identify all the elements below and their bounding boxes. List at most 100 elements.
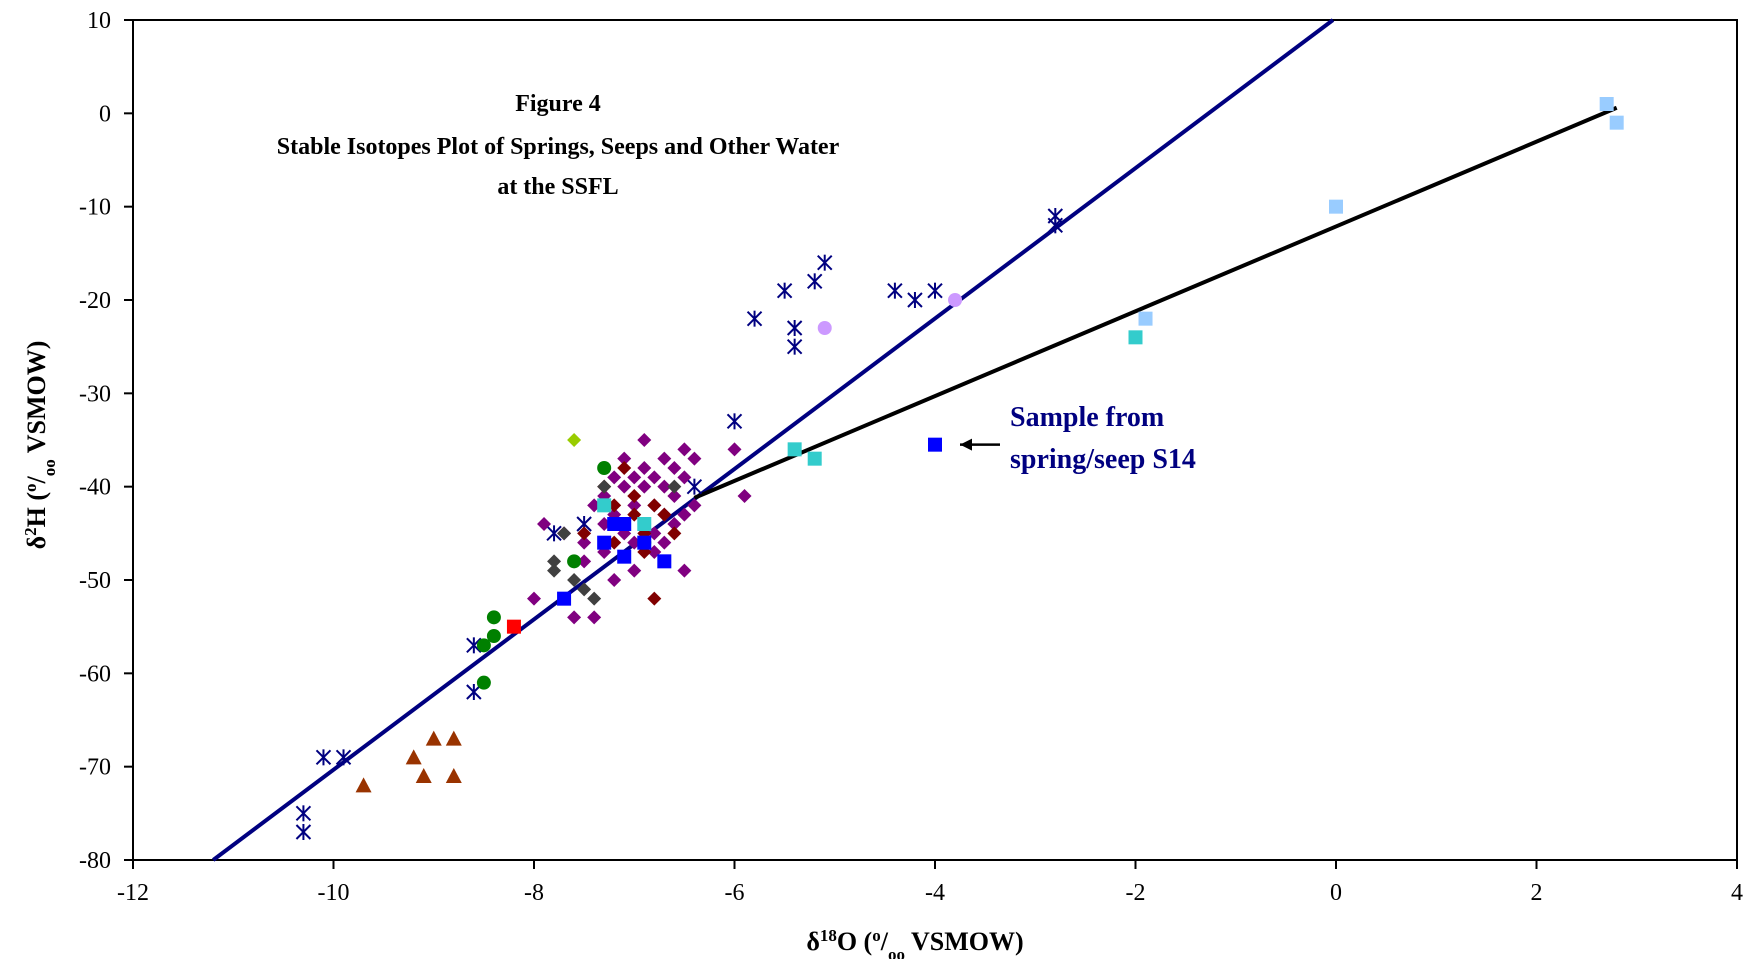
data-point-diamond <box>547 554 562 569</box>
data-point-diamond <box>627 498 642 513</box>
series-star <box>295 208 1064 840</box>
data-point-square <box>807 451 822 466</box>
data-point-circle <box>567 554 582 569</box>
data-point-square <box>1329 199 1343 214</box>
trend-line-1 <box>211 18 1335 862</box>
data-point-star <box>335 749 352 766</box>
data-point-star <box>817 254 833 271</box>
data-point-star <box>686 478 703 495</box>
data-point-circle <box>476 675 491 690</box>
data-point-diamond <box>597 479 612 494</box>
data-point-diamond <box>557 526 572 541</box>
data-point-square <box>1128 330 1143 345</box>
data-point-star <box>806 273 823 290</box>
data-point-diamond <box>627 489 642 503</box>
x-tick-label: 0 <box>1330 880 1342 906</box>
y-tick-label: -60 <box>79 661 111 687</box>
annotation-line-2: spring/seep S14 <box>1010 444 1196 475</box>
series-diamond <box>547 479 682 606</box>
data-point-diamond <box>637 479 652 494</box>
data-point-diamond <box>567 573 582 587</box>
data-point-diamond <box>677 563 692 578</box>
data-point-diamond <box>537 517 552 531</box>
data-point-star <box>546 525 562 542</box>
data-point-triangle <box>425 730 442 746</box>
data-point-diamond <box>657 451 672 466</box>
data-point-square <box>597 535 612 550</box>
data-point-diamond <box>577 582 592 597</box>
data-point-diamond <box>667 479 682 494</box>
data-point-triangle <box>445 730 462 746</box>
data-point-star <box>746 310 763 327</box>
x-tick-label: -8 <box>524 880 544 906</box>
y-tick-label: 10 <box>87 8 111 34</box>
data-point-square <box>617 517 632 531</box>
y-tick-label: -30 <box>79 381 111 407</box>
series-square <box>597 330 1143 531</box>
data-point-diamond <box>667 461 682 475</box>
data-point-star <box>466 684 482 700</box>
data-point-square <box>597 498 612 513</box>
annotation-line-1: Sample from <box>1010 402 1164 433</box>
chart-title: Figure 4 Stable Isotopes Plot of Springs… <box>277 91 840 200</box>
x-tick-label: -6 <box>725 880 745 906</box>
data-point-star <box>295 805 312 822</box>
data-point-triangle <box>445 768 462 783</box>
data-point-diamond <box>587 591 602 606</box>
data-point-star <box>466 637 482 654</box>
data-point-diamond <box>567 433 582 447</box>
data-point-circle <box>597 461 612 475</box>
data-point-square <box>637 535 652 550</box>
data-point-square <box>1609 115 1624 130</box>
data-point-square <box>1599 97 1614 111</box>
data-point-diamond <box>527 591 541 606</box>
title-line-2: Stable Isotopes Plot of Springs, Seeps a… <box>277 134 840 160</box>
x-tick-label: 4 <box>1731 880 1743 906</box>
data-point-diamond <box>737 489 752 503</box>
series-square <box>1138 97 1624 326</box>
data-point-diamond <box>727 442 742 457</box>
series-triangle <box>355 730 462 793</box>
data-point-star <box>786 338 803 355</box>
y-tick-label: -20 <box>79 288 111 314</box>
series-square <box>506 619 521 634</box>
data-point-star <box>786 320 803 336</box>
data-point-diamond <box>647 591 662 606</box>
annotation-arrow <box>960 438 1000 451</box>
data-point-diamond <box>637 433 652 447</box>
data-point-square <box>637 517 652 531</box>
series-square <box>557 437 942 606</box>
data-point-star <box>726 413 743 430</box>
series-circle <box>817 293 963 335</box>
axes: -12 -10 -8 -6 -4 -2 0 2 4100-10-20-30-40-50-60-7… <box>79 8 1743 906</box>
data-point-triangle <box>415 768 432 783</box>
data-point-star <box>295 824 312 840</box>
x-axis-title: δ18O (o/oo VSMOW) <box>806 926 1023 959</box>
y-tick-label: -70 <box>79 755 111 781</box>
data-point-square <box>617 549 632 564</box>
data-point-diamond <box>687 451 702 466</box>
data-point-square <box>1138 311 1153 326</box>
x-tick-label: -4 <box>925 880 945 906</box>
data-point-diamond <box>567 610 582 625</box>
trend-line-2 <box>693 105 1618 500</box>
data-point-circle <box>948 293 963 307</box>
y-tick-label: 0 <box>99 101 111 127</box>
data-point-diamond <box>677 507 692 522</box>
data-point-diamond <box>607 573 622 587</box>
data-point-diamond <box>647 498 662 513</box>
data-point-square <box>506 619 521 634</box>
data-markers <box>295 97 1624 840</box>
data-point-diamond <box>577 554 592 569</box>
data-point-diamond <box>677 470 692 485</box>
data-point-diamond <box>647 470 662 485</box>
data-point-star <box>907 292 923 308</box>
data-point-diamond <box>667 517 682 531</box>
data-point-diamond <box>687 498 702 513</box>
title-line-1: Figure 4 <box>515 91 601 117</box>
data-point-square <box>787 442 802 457</box>
data-point-diamond <box>617 451 632 466</box>
data-point-star <box>927 282 943 299</box>
data-point-diamond <box>617 461 632 475</box>
data-point-star <box>315 749 332 766</box>
